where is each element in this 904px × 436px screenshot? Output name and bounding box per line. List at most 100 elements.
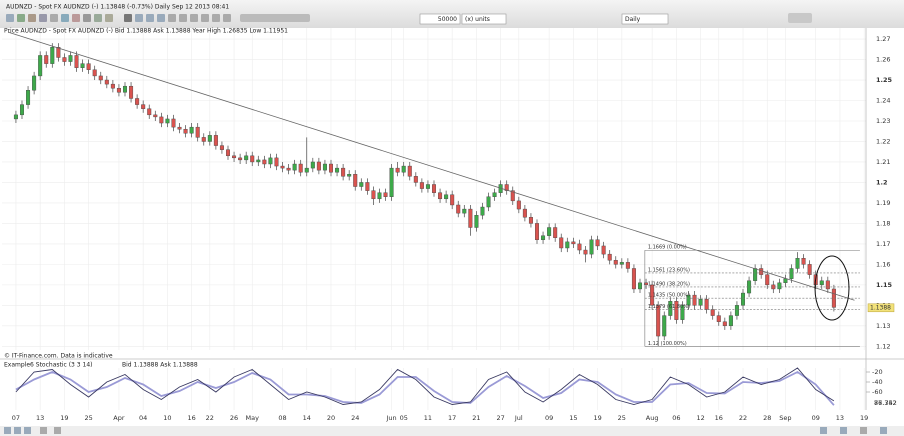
candle-body (341, 167, 346, 177)
candle-body (553, 227, 558, 238)
candle-body (68, 55, 73, 62)
window-title: AUDNZD - Spot FX AUDNZD (-) 1.13848 (-0.… (6, 4, 229, 11)
candle-body (656, 305, 661, 337)
indicator-quote: Bid 1.13888 Ask 1.13888 (122, 362, 198, 369)
candle-body (225, 149, 230, 157)
candle-body (789, 268, 794, 279)
x-tick-label: Jul (514, 414, 523, 422)
units-select[interactable] (461, 13, 507, 25)
candle-body (492, 192, 497, 197)
candle-body (541, 235, 546, 240)
candle-body (734, 305, 739, 316)
candle-body (219, 145, 224, 150)
candle-body (232, 155, 237, 159)
candle-body (504, 184, 509, 191)
candle-body (438, 192, 443, 200)
candle-body (522, 208, 527, 218)
candle-body (825, 280, 830, 290)
quantity-input[interactable] (419, 13, 461, 25)
candle-body (135, 98, 140, 105)
candle-body (601, 245, 606, 255)
tool-icons[interactable] (6, 13, 812, 23)
candle-body (650, 284, 655, 306)
x-tick-label: 19 (60, 414, 68, 422)
candle-body (425, 184, 430, 189)
candle-body (280, 165, 285, 169)
x-tick-label: Jun (386, 414, 397, 422)
x-tick-label: 17 (448, 414, 456, 422)
candle-body (486, 196, 491, 208)
fib-label: 1.1435 (50.00%) (648, 293, 690, 299)
candle-body (589, 239, 594, 255)
x-tick-label: 10 (163, 414, 171, 422)
candle-body (201, 137, 206, 142)
bottom-toolbar (0, 426, 904, 436)
y-tick-label: 1.25 (876, 76, 893, 84)
x-tick-label: Apr (113, 414, 125, 422)
candle-body (26, 90, 31, 105)
y-tick-label: 1.12 (876, 342, 890, 350)
candle-body (510, 190, 515, 202)
candle-body (722, 321, 727, 327)
candle-body (728, 315, 733, 327)
candle-body (86, 63, 91, 70)
candle-body (195, 126, 200, 138)
candle-body (619, 262, 624, 265)
candle-body (783, 278, 788, 284)
candle-body (662, 315, 667, 337)
indicator-line (15, 367, 835, 405)
y-tick-label: 1.18 (876, 219, 890, 227)
candle-body (274, 157, 279, 167)
interval-select[interactable] (621, 13, 669, 25)
candle-body (98, 75, 103, 81)
source-note: © IT-Finance.com. Data is indicative (4, 353, 113, 360)
x-tick-label: 09 (545, 414, 553, 422)
y-tick-label: 1.17 (876, 240, 890, 248)
y-tick-label: 1.16 (876, 260, 890, 268)
candle-body (56, 47, 61, 58)
candle-body (583, 249, 588, 255)
candle-body (122, 85, 127, 93)
y-tick-label: 1.2 (876, 178, 888, 186)
candle-body (613, 260, 618, 265)
x-tick-label: 07 (12, 414, 20, 422)
bottom-icons[interactable] (4, 427, 887, 434)
candle-body (383, 192, 388, 197)
candle-body (668, 301, 673, 316)
x-tick-label: 27 (497, 414, 505, 422)
candle-body (516, 200, 521, 210)
candle-body (244, 155, 249, 161)
x-tick-label: 04 (139, 414, 147, 422)
x-tick-label: 08 (278, 414, 286, 422)
candle-body (286, 167, 291, 171)
candle-body (765, 274, 770, 286)
candle-body (347, 174, 352, 177)
candle-body (686, 294, 691, 306)
x-tick-label: Sep (779, 414, 791, 422)
y-tick-label: 1.15 (876, 281, 893, 289)
candle-body (559, 237, 564, 249)
chart-title: Price AUDNZD - Spot FX AUDNZD (-) Bid 1.… (4, 28, 288, 35)
candle-body (171, 118, 176, 128)
candle-body (565, 241, 570, 249)
candle-body (50, 47, 55, 64)
candle-body (571, 241, 576, 245)
fib-label: 1.1561 (23.60%) (648, 267, 690, 273)
x-tick-label: Aug (646, 414, 659, 422)
x-tick-label: 21 (472, 414, 480, 422)
candle-body (44, 55, 49, 64)
candle-body (92, 69, 97, 77)
candle-body (298, 163, 303, 173)
candle-body (359, 182, 364, 187)
candle-body (104, 79, 109, 85)
candle-body (141, 104, 146, 109)
x-tick-label: 09 (812, 414, 820, 422)
x-tick-label: 24 (351, 414, 359, 422)
candle-body (413, 176, 418, 183)
candle-body (189, 126, 194, 134)
candle-body (577, 243, 582, 251)
candle-body (177, 126, 182, 130)
indicator-title: Example6 Stochastic (3 3 14) (4, 362, 92, 369)
x-tick-label: 26 (230, 414, 238, 422)
candle-body (474, 215, 479, 228)
